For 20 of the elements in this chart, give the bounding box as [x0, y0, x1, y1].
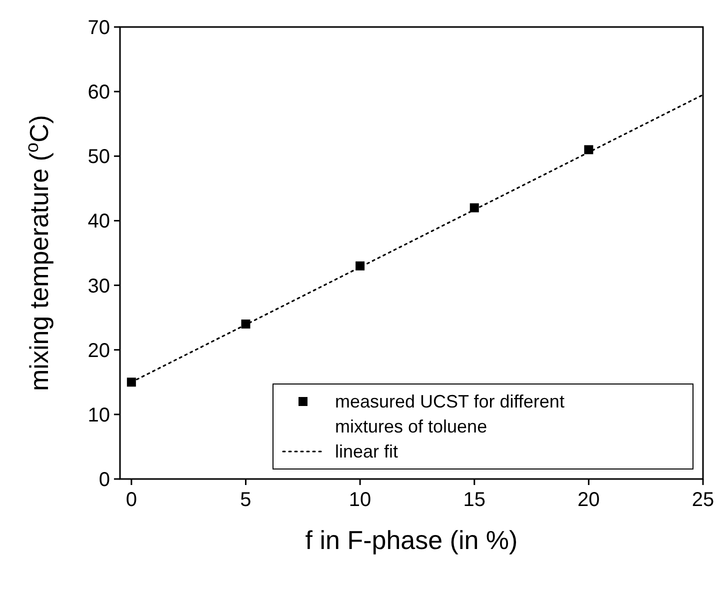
- y-tick-label: 20: [88, 340, 110, 362]
- y-tick-label: 10: [88, 404, 110, 426]
- x-tick-label: 10: [348, 489, 372, 511]
- point: [126, 378, 136, 387]
- x-tick-label: 15: [463, 489, 486, 511]
- x-axis-title: f in F-phase (in %): [305, 525, 518, 555]
- x-tick-label: 0: [126, 489, 137, 511]
- x-tick-label: 20: [578, 489, 600, 511]
- y-tick-label: 60: [88, 82, 110, 104]
- point: [584, 145, 594, 154]
- y-tick-label: 50: [88, 146, 110, 168]
- y-tick-label: 70: [88, 17, 110, 39]
- y-tick-label: 0: [98, 469, 110, 491]
- legend-label: linear fit: [335, 442, 398, 462]
- point: [241, 320, 250, 329]
- x-tick-label: 25: [692, 489, 714, 511]
- y-tick-label: 30: [88, 275, 110, 298]
- y-tick-label: 40: [88, 210, 110, 233]
- point: [470, 203, 479, 212]
- x-tick-label: 5: [240, 489, 252, 511]
